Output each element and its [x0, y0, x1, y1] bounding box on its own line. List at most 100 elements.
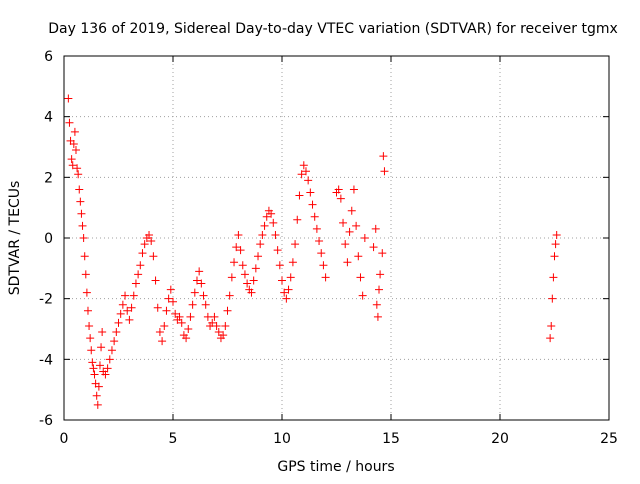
data-point: [354, 252, 363, 261]
data-point: [175, 312, 184, 321]
data-point: [98, 328, 107, 337]
data-point: [140, 240, 149, 249]
data-point: [306, 188, 315, 197]
data-point: [345, 227, 354, 236]
data-point: [336, 194, 345, 203]
data-point: [212, 321, 221, 330]
data-point: [123, 306, 132, 315]
data-point: [262, 212, 271, 221]
data-point: [88, 358, 97, 367]
data-point: [75, 185, 84, 194]
data-point: [254, 252, 263, 261]
y-tick-label: 6: [44, 49, 53, 65]
data-point: [131, 279, 140, 288]
data-point: [67, 155, 76, 164]
data-point: [339, 218, 348, 227]
data-point: [87, 346, 96, 355]
data-point: [317, 249, 326, 258]
data-point: [271, 230, 280, 239]
data-point: [105, 355, 114, 364]
data-point: [315, 237, 324, 246]
data-point: [127, 303, 136, 312]
data-point: [116, 309, 125, 318]
data-point: [81, 270, 90, 279]
data-point: [65, 118, 74, 127]
data-point: [151, 276, 160, 285]
data-point: [373, 312, 382, 321]
data-point: [160, 321, 169, 330]
data-point: [375, 285, 384, 294]
data-point: [546, 334, 555, 343]
data-point: [171, 309, 180, 318]
data-point: [232, 243, 241, 252]
data-point: [247, 288, 256, 297]
data-point: [73, 164, 82, 173]
data-point: [121, 291, 130, 300]
data-point: [118, 300, 127, 309]
data-point: [240, 270, 249, 279]
data-point: [129, 291, 138, 300]
data-point: [78, 221, 87, 230]
data-point: [360, 234, 369, 242]
x-tick-label: 0: [60, 431, 69, 447]
data-point: [258, 230, 267, 239]
data-point: [89, 364, 98, 373]
data-point: [343, 258, 352, 267]
data-point: [86, 334, 95, 343]
data-point: [549, 273, 558, 282]
data-point: [112, 328, 121, 337]
data-point: [267, 209, 276, 218]
data-point: [352, 221, 361, 230]
data-point: [260, 221, 269, 230]
data-point: [95, 361, 104, 370]
data-point: [273, 246, 282, 255]
data-point: [80, 252, 89, 261]
x-tick-label: 10: [273, 431, 291, 447]
data-point: [551, 240, 560, 249]
axis-ticks: 0 5 10 15 20 25 -6 -4 -2 0 2 4 6: [39, 49, 618, 447]
data-point: [103, 364, 112, 373]
data-point: [369, 243, 378, 252]
data-point: [347, 206, 356, 215]
data-point: [164, 294, 173, 303]
data-point: [97, 343, 106, 352]
data-point: [372, 300, 381, 309]
data-point: [94, 382, 103, 391]
x-tick-label: 25: [600, 431, 618, 447]
data-point: [341, 240, 350, 249]
data-point: [284, 285, 293, 294]
data-point: [308, 200, 317, 209]
chart-title: Day 136 of 2019, Sidereal Day-to-day VTE…: [48, 21, 618, 37]
data-point: [234, 230, 243, 239]
data-point: [376, 270, 385, 279]
data-point: [219, 331, 228, 340]
data-point: [221, 321, 230, 330]
data-point: [299, 161, 308, 170]
data-point: [162, 306, 171, 315]
data-point: [243, 279, 252, 288]
data-point: [293, 215, 302, 224]
data-point: [280, 288, 289, 297]
data-point: [134, 270, 143, 279]
y-tick-label: -6: [39, 413, 53, 429]
data-point: [201, 300, 210, 309]
y-tick-label: -2: [39, 292, 53, 308]
data-point: [197, 279, 206, 288]
y-tick-label: -4: [39, 352, 53, 368]
data-point: [230, 258, 239, 267]
x-tick-label: 20: [491, 431, 509, 447]
data-point: [145, 230, 154, 239]
data-point: [275, 261, 284, 270]
data-point: [548, 294, 557, 303]
data-point: [114, 318, 123, 327]
data-point: [147, 237, 156, 246]
data-point: [210, 312, 219, 321]
data-point: [249, 276, 258, 285]
data-point: [68, 161, 77, 170]
data-point: [169, 297, 177, 306]
data-point: [371, 224, 380, 233]
data-point: [349, 185, 358, 194]
data-point: [297, 170, 306, 179]
